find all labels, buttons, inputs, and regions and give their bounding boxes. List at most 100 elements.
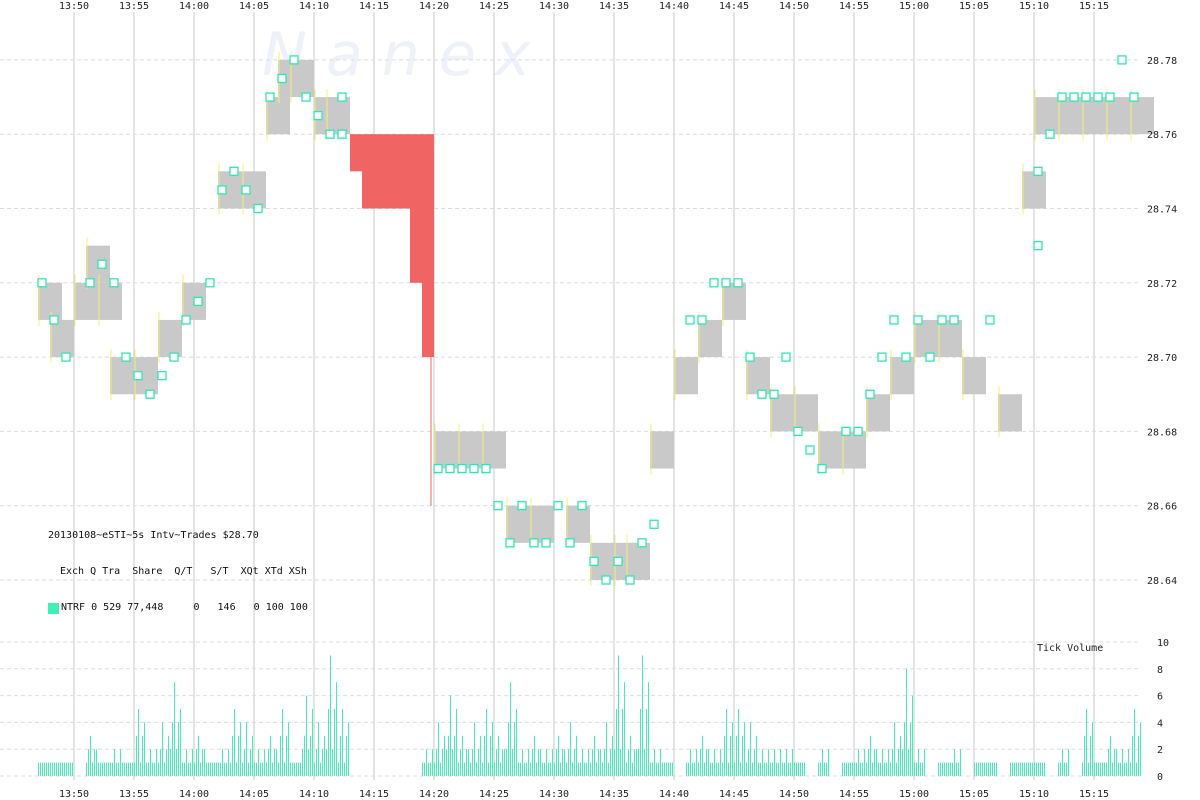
volume-bar [958,762,959,776]
quote-band [530,505,554,543]
trade-marker [97,259,107,269]
y-tick-label: 28.74 [1147,205,1177,216]
volume-bar [48,762,49,776]
volume-bar [342,709,343,776]
trade-marker [1057,92,1067,102]
volume-bar [940,762,941,776]
volume-bar [492,722,493,776]
trade-marker [61,352,71,362]
volume-bar [828,749,829,776]
volume-bar [96,749,97,776]
volume-bar [670,762,671,776]
volume-bar [214,762,215,776]
volume-bar [796,762,797,776]
volume-bar [660,749,661,776]
volume-bar [484,735,485,776]
trade-marker [241,185,251,195]
volume-bar [68,762,69,776]
volume-bar [1120,762,1121,776]
trade-marker [709,278,719,288]
trade-marker [889,315,899,325]
volume-bar [1130,762,1131,776]
volume-bar [332,749,333,776]
quote-band [482,431,506,469]
volume-bar [216,762,217,776]
volume-bar [346,735,347,776]
volume-bar [232,735,233,776]
trade-marker [445,463,455,474]
volume-bar [798,762,799,776]
volume-bar [600,749,601,776]
volume-bar [766,762,767,776]
quote-band [746,357,770,395]
volume-bar [728,762,729,776]
volume-bar [596,762,597,776]
volume-bar [470,762,471,776]
exchange-swatch [48,602,59,614]
quote-band [998,394,1022,432]
x-tick-label-bottom: 14:00 [179,789,209,800]
volume-bar [488,762,489,776]
volume-bar [524,762,525,776]
volume-bar [1064,762,1065,776]
volume-bar [918,749,919,776]
volume-bar [1110,735,1111,776]
volume-bar [740,762,741,776]
quote-band [674,357,698,395]
volume-bar [612,735,613,776]
volume-bar [282,709,283,776]
volume-bar [776,762,777,776]
volume-bar [306,695,307,776]
volume-bar [448,735,449,776]
volume-bar [748,749,749,776]
crossed-block [398,134,410,209]
volume-bar [1018,762,1019,776]
volume-bar [178,722,179,776]
trade-marker [757,389,767,399]
volume-bar [724,735,725,776]
volume-bar [234,709,235,776]
volume-bar [708,749,709,776]
volume-bar [244,749,245,776]
volume-bar [690,749,691,776]
trade-marker [1033,240,1043,251]
volume-bar [160,749,161,776]
volume-bar [522,749,523,776]
volume-bar [604,749,605,776]
volume-bar [848,762,849,776]
volume-bar [146,762,147,776]
crossed-block [374,134,386,209]
volume-bar [428,762,429,776]
volume-bar [594,735,595,776]
volume-bar [716,762,717,776]
volume-bar [124,762,125,776]
crossed-block [362,134,374,209]
volume-bar [636,749,637,776]
volume-bar [114,749,115,776]
volume-bar [790,762,791,776]
volume-bar [782,762,783,776]
volume-bar [1132,735,1133,776]
volume-bar [706,749,707,776]
volume-tick-label: 10 [1157,638,1169,649]
volume-bar [592,749,593,776]
volume-bar [570,722,571,776]
volume-bar [672,762,673,776]
y-tick-label: 28.68 [1147,427,1177,438]
volume-bar [720,749,721,776]
volume-bar [634,749,635,776]
volume-bar [986,762,987,776]
volume-bar [1096,762,1097,776]
volume-bar [652,762,653,776]
volume-bar [516,709,517,776]
volume-bar [1012,762,1013,776]
trade-marker [529,538,539,548]
volume-bar [954,749,955,776]
volume-bar [326,749,327,776]
volume-bar [818,762,819,776]
volume-bar [762,749,763,776]
x-tick-label-bottom: 13:55 [119,789,149,800]
volume-bar [194,762,195,776]
volume-bar [88,749,89,776]
x-tick-label-top: 14:15 [359,1,389,12]
